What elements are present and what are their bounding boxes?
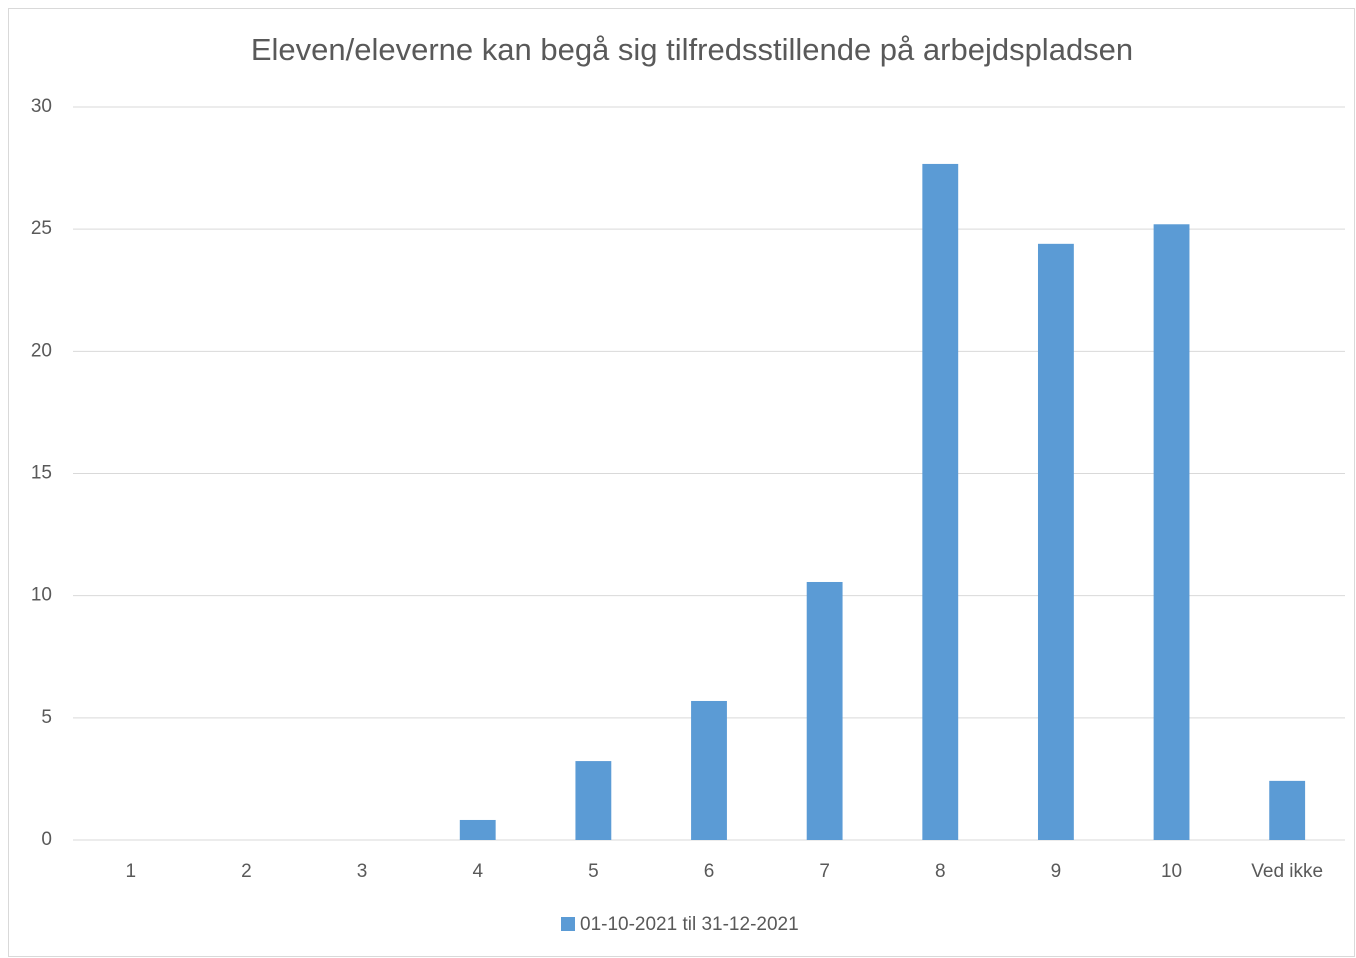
x-tick-label: Ved ikke [1251,861,1323,882]
x-tick-label: 6 [704,861,715,882]
bar [575,761,612,840]
legend-label: 01-10-2021 til 31-12-2021 [580,914,799,935]
bar [1037,243,1074,840]
chart-border [8,8,1355,957]
chart-title: Eleven/eleverne kan begå sig tilfredssti… [251,32,1133,67]
x-tick-label: 2 [241,861,252,882]
bar [459,819,496,840]
x-tick-label: 4 [472,861,483,882]
x-tick-label: 7 [819,861,830,882]
y-tick-label: 30 [31,96,52,117]
legend-swatch [561,917,575,931]
bar [922,163,959,840]
y-tick-label: 20 [31,340,52,361]
x-tick-label: 10 [1161,861,1182,882]
bar [806,581,843,840]
bar [1269,780,1306,840]
y-tick-label: 10 [31,585,52,606]
x-tick-label: 1 [126,861,137,882]
y-tick-label: 25 [31,218,52,239]
bar [1153,224,1190,840]
y-tick-label: 15 [31,463,52,484]
bar [691,700,727,840]
y-tick-label: 5 [41,707,52,728]
x-tick-label: 5 [588,861,599,882]
x-tick-label: 9 [1051,861,1062,882]
y-tick-label: 0 [41,829,52,850]
x-tick-label: 8 [935,861,946,882]
x-tick-label: 3 [357,861,368,882]
